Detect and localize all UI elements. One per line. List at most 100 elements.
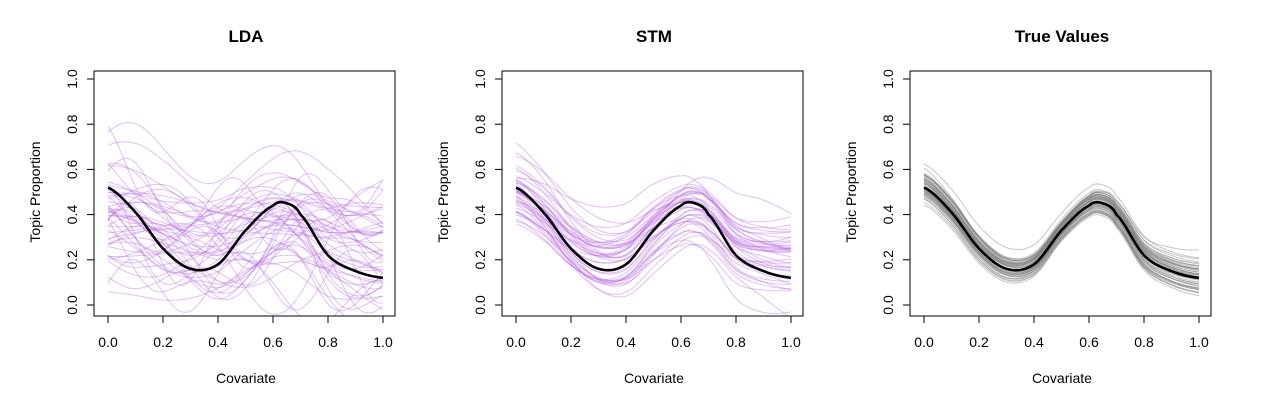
ensemble-line bbox=[923, 172, 1200, 268]
ensemble-line bbox=[107, 141, 384, 222]
mean-line bbox=[515, 186, 792, 280]
ensemble-line bbox=[107, 186, 384, 314]
y-tick-label: 0.0 bbox=[472, 295, 488, 315]
ensemble-line bbox=[107, 237, 384, 300]
ensemble-line bbox=[515, 206, 792, 272]
ensemble-line bbox=[515, 220, 792, 292]
ensemble-line bbox=[923, 191, 1200, 289]
ensemble-line bbox=[107, 122, 384, 217]
x-tick-label: 0.2 bbox=[153, 334, 173, 350]
x-tick-label: 0.4 bbox=[208, 334, 228, 350]
x-tick-label: 0.2 bbox=[969, 334, 989, 350]
ensemble-line bbox=[107, 208, 384, 274]
ensemble-line bbox=[923, 181, 1200, 270]
ensemble-line bbox=[108, 215, 384, 237]
ensemble-line bbox=[107, 125, 384, 270]
ensemble-line bbox=[923, 195, 1200, 290]
y-tick-label: 0.2 bbox=[64, 250, 80, 270]
x-tick-label: 0.0 bbox=[98, 334, 118, 350]
ensemble-line bbox=[107, 202, 384, 260]
x-tick-label: 0.6 bbox=[1079, 334, 1099, 350]
ensemble-line bbox=[515, 214, 792, 267]
ensemble-line bbox=[923, 198, 1200, 280]
ensemble-line bbox=[107, 195, 384, 255]
ensemble-line bbox=[107, 216, 384, 288]
ensemble-line bbox=[923, 192, 1200, 285]
ensemble-line bbox=[107, 227, 384, 279]
ensemble-line bbox=[107, 249, 384, 313]
x-tick-label: 0.0 bbox=[914, 334, 934, 350]
ensemble-line bbox=[107, 157, 384, 264]
y-tick-label: 0.6 bbox=[472, 159, 488, 179]
ensemble-line bbox=[515, 201, 792, 276]
ensemble-line bbox=[923, 176, 1200, 267]
ensemble-line bbox=[515, 223, 792, 290]
ensemble-line bbox=[107, 183, 384, 240]
ensemble-line bbox=[515, 210, 791, 283]
ensemble-line bbox=[107, 162, 384, 262]
ensemble-line bbox=[923, 186, 1200, 270]
ensemble-line bbox=[515, 191, 792, 248]
ensemble-line bbox=[515, 167, 792, 258]
y-tick-label: 1.0 bbox=[64, 69, 80, 89]
ensemble-line bbox=[515, 203, 792, 255]
ensemble-line bbox=[923, 195, 1200, 290]
y-axis-label: Topic Proportion bbox=[435, 141, 451, 242]
ensemble-line bbox=[923, 204, 1200, 297]
ensemble-line bbox=[515, 211, 792, 285]
ensemble-line bbox=[515, 174, 792, 243]
ensemble-line bbox=[107, 198, 384, 301]
ensemble-line bbox=[923, 174, 1200, 264]
ensemble-line bbox=[923, 183, 1200, 271]
ensemble-line bbox=[107, 202, 384, 304]
ensemble-line bbox=[515, 187, 792, 247]
ensemble-line bbox=[515, 181, 792, 259]
ensemble-line bbox=[107, 192, 384, 231]
ensemble-line bbox=[923, 174, 1200, 267]
ensemble-lines bbox=[515, 142, 792, 316]
ensemble-line bbox=[107, 241, 384, 299]
ensemble-line bbox=[923, 175, 1200, 267]
ensemble-line bbox=[923, 193, 1200, 286]
ensemble-line bbox=[515, 213, 792, 280]
ensemble-line bbox=[108, 199, 384, 257]
x-tick-label: 1.0 bbox=[1189, 334, 1209, 350]
ensemble-line bbox=[515, 196, 792, 285]
ensemble-line bbox=[107, 184, 384, 223]
ensemble-line bbox=[515, 182, 792, 252]
x-tick-label: 0.0 bbox=[506, 334, 526, 350]
ensemble-line bbox=[108, 165, 384, 217]
ensemble-line bbox=[515, 180, 791, 249]
ensemble-line bbox=[107, 214, 384, 310]
x-tick-label: 0.2 bbox=[561, 334, 581, 350]
ensemble-line bbox=[515, 175, 792, 231]
y-tick-label: 0.4 bbox=[472, 205, 488, 225]
ensemble-line bbox=[923, 179, 1200, 273]
ensemble-line bbox=[923, 180, 1200, 275]
ensemble-line bbox=[515, 194, 792, 284]
ensemble-line bbox=[923, 191, 1200, 283]
ensemble-line bbox=[515, 195, 790, 316]
y-tick-label: 0.6 bbox=[880, 159, 896, 179]
ensemble-line bbox=[107, 176, 384, 218]
ensemble-line bbox=[923, 198, 1200, 289]
ensemble-line bbox=[515, 155, 792, 252]
ensemble-line bbox=[515, 191, 792, 249]
x-tick-label: 1.0 bbox=[781, 334, 801, 350]
ensemble-line bbox=[923, 185, 1200, 272]
ensemble-line bbox=[107, 212, 384, 286]
ensemble-line bbox=[107, 162, 384, 260]
ensemble-line bbox=[923, 190, 1200, 285]
x-tick-label: 0.4 bbox=[1024, 334, 1044, 350]
ensemble-line bbox=[107, 186, 384, 244]
ensemble-line bbox=[923, 177, 1200, 264]
y-tick-label: 1.0 bbox=[472, 69, 488, 89]
ensemble-line bbox=[923, 185, 1200, 278]
x-axis-label: Covariate bbox=[1032, 370, 1092, 386]
y-axis-label: Topic Proportion bbox=[843, 141, 859, 242]
ensemble-line bbox=[515, 179, 792, 256]
ensemble-line bbox=[107, 208, 384, 312]
panel-title: STM bbox=[636, 27, 672, 46]
panel-title: LDA bbox=[229, 27, 264, 46]
ensemble-line bbox=[923, 194, 1200, 289]
